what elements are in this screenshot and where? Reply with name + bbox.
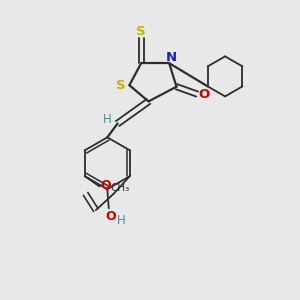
Text: O: O [106,210,116,223]
Text: O: O [199,88,210,100]
Text: H: H [103,113,112,127]
Text: S: S [136,25,146,38]
Text: O: O [101,179,111,192]
Text: CH₃: CH₃ [111,183,130,193]
Text: H: H [117,214,125,227]
Text: N: N [166,51,177,64]
Text: S: S [116,79,126,92]
